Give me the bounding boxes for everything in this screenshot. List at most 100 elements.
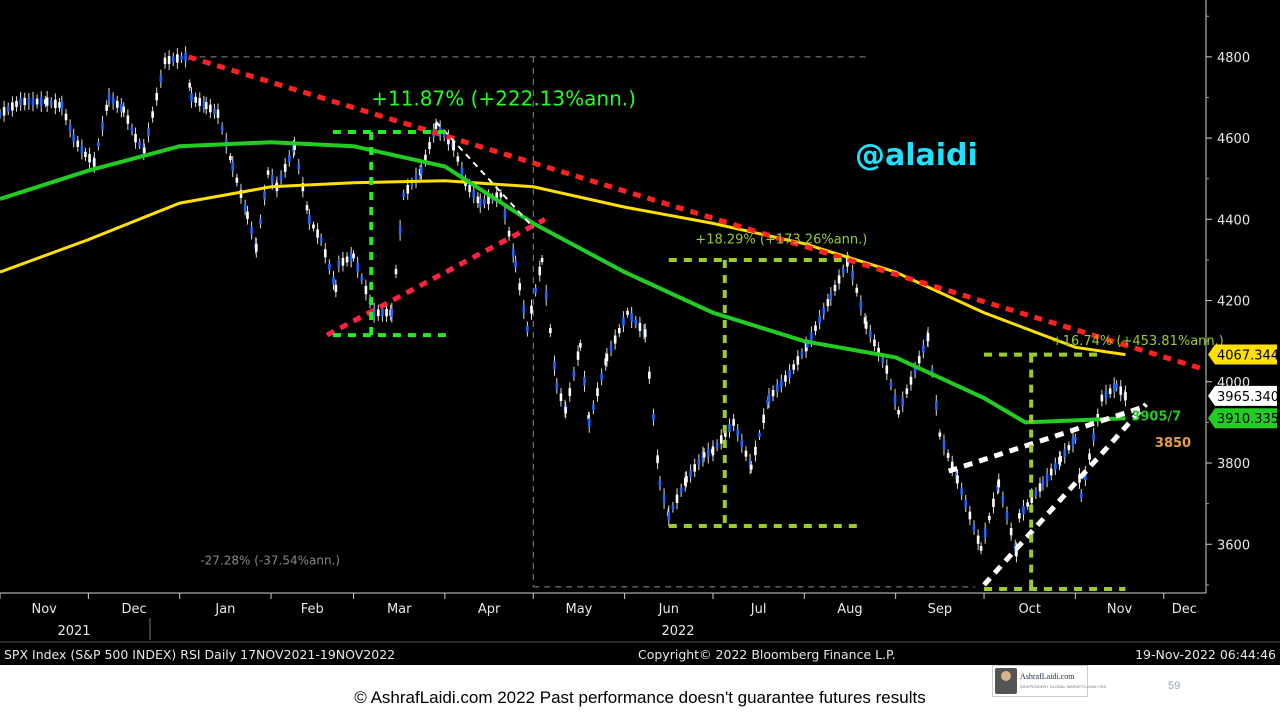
price-bar — [337, 260, 341, 268]
price-bar — [483, 198, 486, 205]
price-bar — [667, 511, 671, 521]
price-bar — [97, 141, 100, 147]
price-bar — [209, 104, 212, 113]
price-bar — [487, 195, 490, 205]
price-tag-label: 4067.3447 — [1217, 348, 1280, 363]
price-bar — [1067, 445, 1071, 451]
price-bar — [1092, 433, 1095, 441]
price-bar — [6, 106, 10, 112]
price-bar — [1100, 394, 1104, 402]
price-bar — [434, 122, 438, 129]
price-bar — [143, 147, 146, 153]
price-bar — [64, 113, 68, 121]
price-bar — [968, 511, 972, 520]
ashraflaidi-logo: AshrafLaidi.com INDEPENDENT GLOBAL MARKE… — [992, 665, 1106, 697]
price-bar — [897, 410, 900, 415]
price-bar — [80, 145, 84, 154]
price-bar — [604, 358, 608, 366]
price-bar — [308, 215, 311, 224]
price-bar — [873, 339, 876, 347]
price-bar — [259, 218, 262, 225]
price-bar — [810, 332, 813, 341]
watermark-handle: @alaidi — [855, 138, 978, 173]
price-tag-label: 3965.3401 — [1217, 390, 1280, 405]
price-bar — [526, 325, 529, 333]
price-bar — [184, 52, 187, 62]
price-bar — [572, 371, 576, 377]
price-bar — [503, 210, 507, 219]
price-bar — [134, 133, 137, 143]
price-bar — [938, 432, 942, 437]
price-tag-label: 3910.3359 — [1217, 412, 1280, 427]
price-bar — [715, 442, 719, 448]
price-bar — [689, 469, 692, 478]
price-bar — [626, 310, 629, 315]
price-bar — [283, 163, 287, 172]
x-tick-label: Dec — [121, 602, 146, 617]
price-bar — [246, 211, 249, 219]
price-bar — [818, 315, 821, 324]
price-bar — [530, 305, 533, 314]
x-tick-label: Sep — [928, 602, 953, 617]
price-bar — [266, 170, 270, 175]
x-year-label: 2021 — [57, 624, 90, 639]
price-bar — [424, 154, 427, 162]
price-bar — [35, 98, 39, 105]
price-bar — [456, 156, 460, 162]
price-bar — [522, 305, 526, 314]
price-bar — [997, 479, 1001, 488]
price-bar — [617, 328, 621, 334]
price-bar — [754, 446, 757, 456]
price-bar — [1108, 388, 1112, 395]
price-bar — [376, 309, 380, 317]
footer-right: 19-Nov-2022 06:44:46 — [1135, 647, 1276, 662]
price-bar — [675, 494, 679, 503]
price-bar — [942, 440, 946, 450]
price-bar — [250, 226, 253, 235]
price-bar — [901, 397, 905, 406]
price-bar — [111, 97, 115, 105]
price-bar — [105, 104, 108, 111]
price-bar — [964, 500, 968, 507]
price-bar — [312, 224, 315, 229]
price-bar — [622, 317, 625, 326]
chart-annotation: 3850 — [1155, 436, 1191, 451]
price-bar — [1063, 449, 1067, 458]
price-bar — [442, 132, 446, 138]
price-bar — [216, 109, 220, 118]
price-bar — [656, 455, 659, 464]
price-bar — [630, 313, 633, 322]
price-bar — [837, 275, 841, 284]
price-bar — [107, 93, 111, 102]
price-bar — [909, 376, 913, 385]
price-bar — [159, 75, 163, 83]
price-bar — [946, 453, 950, 458]
price-bar — [180, 55, 183, 60]
copyright-note: © AshrafLaidi.com 2022 Past performance … — [354, 688, 926, 707]
price-bar — [889, 382, 893, 387]
price-bar — [220, 126, 224, 131]
price-bar — [398, 226, 402, 235]
price-bar — [568, 388, 572, 396]
price-bar — [796, 356, 800, 365]
price-bar — [960, 487, 963, 495]
price-bar — [762, 414, 765, 423]
price-bar — [468, 184, 471, 193]
price-bar — [685, 476, 688, 483]
price-bar — [885, 365, 889, 374]
price-bar — [414, 173, 418, 182]
price-bar — [864, 321, 868, 329]
price-bar — [1071, 437, 1075, 447]
price-bar — [1038, 483, 1042, 492]
price-bar — [711, 446, 715, 456]
logo-subtext: INDEPENDENT GLOBAL MARKETS ANALYSIS — [1020, 684, 1107, 689]
x-tick-label: Jul — [750, 602, 767, 617]
price-bar — [538, 266, 542, 276]
price-bar — [198, 98, 202, 106]
price-bar — [679, 487, 683, 493]
price-bar — [976, 535, 980, 544]
price-bar — [288, 155, 291, 162]
resistance-trendline — [187, 54, 1206, 372]
price-bar — [1059, 455, 1062, 462]
x-tick-label: Jan — [214, 602, 235, 617]
